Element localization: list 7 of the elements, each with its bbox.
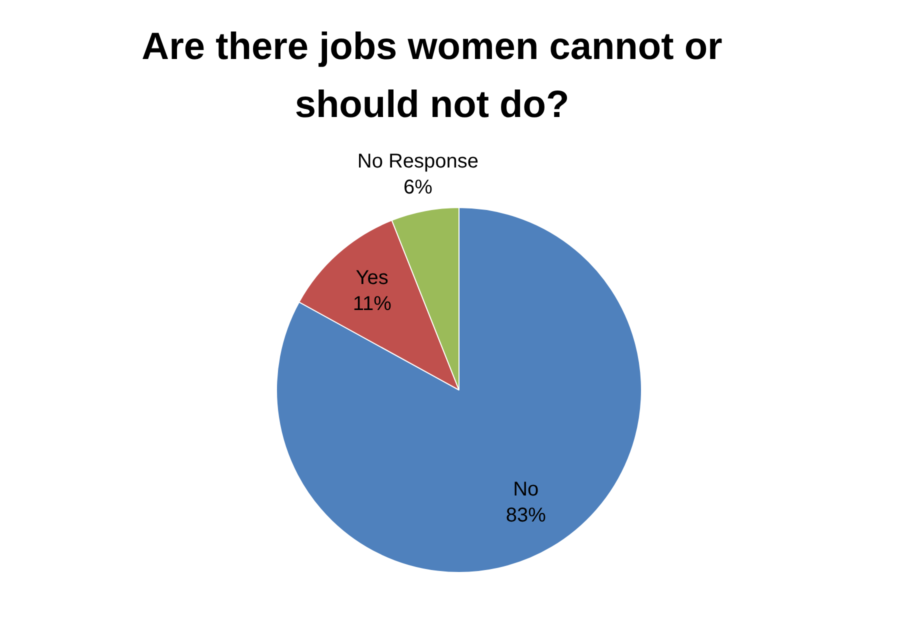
slice-label: No — [513, 478, 539, 501]
data-label: 11% — [352, 292, 392, 315]
chart-title: Are there jobs women cannot or should not do? — [140, 25, 724, 128]
slice-label: No Response — [357, 150, 479, 172]
slice-label: Yes — [356, 266, 388, 289]
data-label: 83% — [506, 504, 546, 527]
data-label: 6% — [404, 176, 433, 198]
